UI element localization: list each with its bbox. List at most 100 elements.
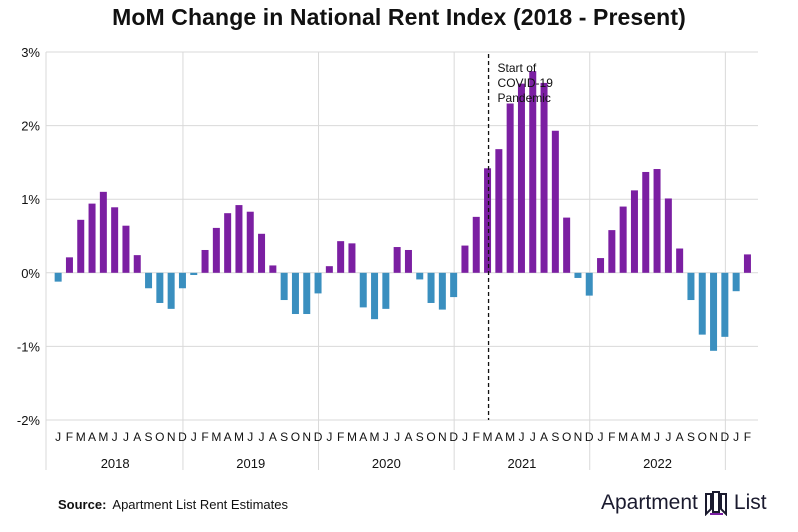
month-label: M <box>211 430 221 444</box>
bar-40 <box>506 103 514 273</box>
axis-layer: 3%2%1%0%-1%-2%J F M A M J J A S O N D J F M A M J J A S O N D J F… <box>17 45 751 471</box>
y-tick-label: -1% <box>17 339 41 354</box>
month-label: A <box>88 430 96 444</box>
month-label: J <box>55 430 61 444</box>
brand-word-left: Apartment <box>601 491 698 514</box>
bar-34 <box>438 272 446 310</box>
bar-3 <box>88 203 96 273</box>
month-label: J <box>383 430 389 444</box>
bar-11 <box>178 272 186 289</box>
month-label: D <box>314 430 323 444</box>
y-tick-label: 0% <box>21 266 40 281</box>
bar-32 <box>416 272 424 280</box>
month-label: O <box>698 430 707 444</box>
bar-52 <box>642 171 650 273</box>
bar-15 <box>224 213 232 273</box>
bar-28 <box>371 272 379 320</box>
covid-annotation-line: COVID-19 <box>498 76 554 90</box>
year-label: 2019 <box>236 456 265 471</box>
chart-title: MoM Change in National Rent Index (2018 … <box>112 4 686 30</box>
month-label: N <box>167 430 176 444</box>
bar-49 <box>608 230 616 273</box>
bar-38 <box>484 168 492 273</box>
bar-5 <box>111 207 119 273</box>
bar-24 <box>325 266 333 273</box>
bar-44 <box>551 130 559 273</box>
month-label: J <box>247 430 253 444</box>
month-label: F <box>608 430 615 444</box>
y-tick-label: 3% <box>21 45 40 60</box>
month-label: A <box>133 430 141 444</box>
month-label: A <box>404 430 412 444</box>
bar-12 <box>190 272 198 276</box>
bar-25 <box>337 241 345 273</box>
month-label: J <box>598 430 604 444</box>
bar-54 <box>664 198 672 273</box>
bar-20 <box>280 272 288 301</box>
source-note: Source: Apartment List Rent Estimates <box>58 497 288 512</box>
month-label: O <box>291 430 300 444</box>
bar-23 <box>314 272 322 294</box>
year-label: 2020 <box>372 456 401 471</box>
bar-6 <box>122 225 130 273</box>
month-label: A <box>540 430 548 444</box>
month-label: M <box>76 430 86 444</box>
month-label: S <box>280 430 288 444</box>
covid-annotation-line: Pandemic <box>498 91 551 105</box>
bar-7 <box>133 255 141 273</box>
month-label: J <box>259 430 265 444</box>
month-label: M <box>234 430 244 444</box>
month-label: A <box>359 430 367 444</box>
bar-58 <box>710 272 718 351</box>
bar-21 <box>291 272 299 315</box>
bar-13 <box>201 249 209 273</box>
bar-29 <box>382 272 390 309</box>
month-label: D <box>721 430 730 444</box>
year-label: 2022 <box>643 456 672 471</box>
bar-39 <box>495 149 503 273</box>
bar-10 <box>167 272 175 309</box>
bar-61 <box>743 254 751 273</box>
month-label: N <box>709 430 718 444</box>
bar-59 <box>721 272 729 337</box>
month-label: O <box>426 430 435 444</box>
month-label: J <box>326 430 332 444</box>
bar-9 <box>156 272 164 303</box>
bar-35 <box>450 272 458 298</box>
apartment-list-logo-icon <box>704 491 727 516</box>
month-label: J <box>518 430 524 444</box>
bar-8 <box>145 272 153 289</box>
month-label: M <box>618 430 628 444</box>
bar-48 <box>597 258 605 273</box>
month-label: F <box>473 430 480 444</box>
month-label: M <box>483 430 493 444</box>
bar-30 <box>393 247 401 273</box>
month-label: J <box>462 430 468 444</box>
month-label: D <box>585 430 594 444</box>
month-label: D <box>178 430 187 444</box>
bar-33 <box>427 272 435 303</box>
month-label: J <box>191 430 197 444</box>
bar-layer <box>54 71 751 351</box>
bar-50 <box>619 206 627 273</box>
month-label: A <box>224 430 232 444</box>
bar-57 <box>698 272 706 335</box>
grid-layer <box>45 51 758 470</box>
bar-2 <box>77 219 85 273</box>
year-label: 2018 <box>101 456 130 471</box>
bar-0 <box>54 272 62 282</box>
month-label: J <box>530 430 536 444</box>
month-label: O <box>155 430 164 444</box>
month-label: A <box>676 430 684 444</box>
month-label: N <box>302 430 311 444</box>
month-label: N <box>438 430 447 444</box>
bar-55 <box>676 248 684 273</box>
month-label: F <box>337 430 344 444</box>
bar-60 <box>732 272 740 292</box>
bar-47 <box>585 272 593 296</box>
month-label: M <box>98 430 108 444</box>
bar-1 <box>65 257 73 273</box>
month-label: F <box>66 430 73 444</box>
